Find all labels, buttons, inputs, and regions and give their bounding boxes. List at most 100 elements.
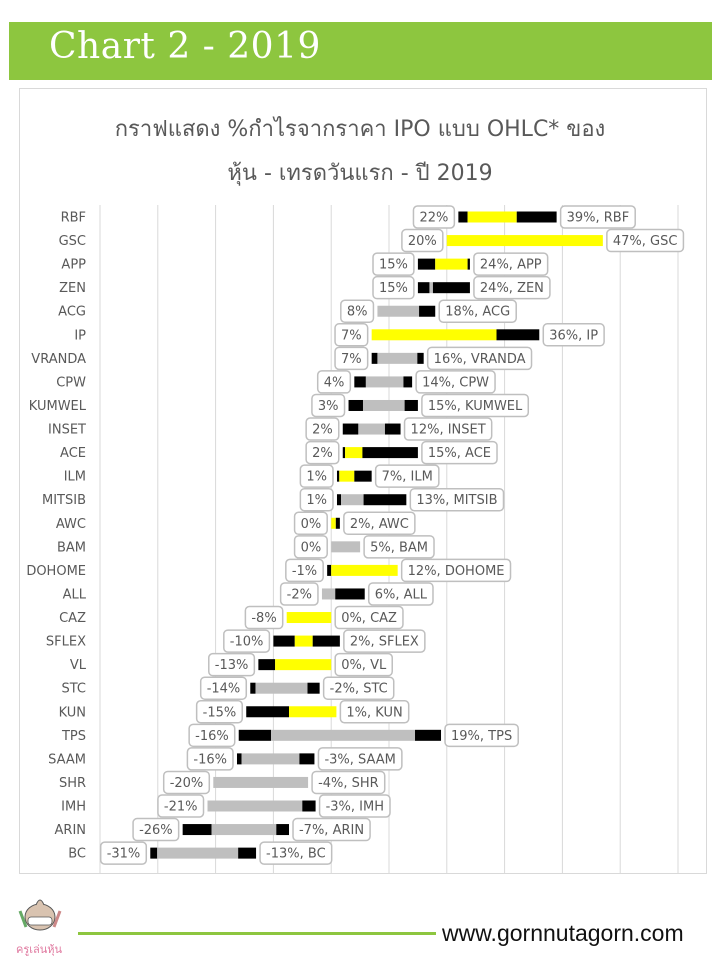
high-data-label: 18%, ACG — [438, 299, 517, 323]
category-label: INSET — [48, 423, 86, 438]
low-data-label-text: -10% — [230, 635, 264, 650]
low-data-label-text: 1% — [306, 493, 327, 508]
upper-wick-bar — [276, 824, 290, 836]
down-body-bar — [377, 352, 418, 364]
low-data-label-box — [99, 841, 148, 865]
high-data-label-text: 6%, ALL — [375, 587, 428, 602]
row-all: ALL — [63, 587, 365, 602]
high-data-label-text: -13%, BC — [266, 847, 326, 862]
high-data-label-text: 12%, DOHOME — [408, 564, 505, 579]
high-data-label: -4%, SHR — [311, 770, 386, 795]
low-data-label: 7% — [334, 346, 369, 371]
high-data-label-box — [542, 323, 605, 347]
low-data-label-text: -16% — [193, 752, 227, 767]
category-label: CAZ — [59, 611, 86, 626]
down-body-bar — [362, 399, 405, 411]
row-saam: SAAM — [48, 752, 315, 767]
high-data-label: 39%, RBF — [559, 205, 636, 229]
low-data-label: -16% — [186, 747, 234, 771]
upper-wick-bar — [496, 329, 540, 341]
low-data-label-box — [162, 770, 211, 795]
lower-wick-bar — [371, 352, 378, 364]
high-data-label: 5%, BAM — [363, 535, 435, 559]
low-data-label-box — [372, 252, 415, 276]
lower-wick-bar — [417, 282, 430, 294]
upper-wick-bar — [516, 211, 557, 223]
high-data-label-box — [415, 370, 496, 394]
low-data-label-box — [299, 487, 334, 512]
low-data-label-text: -21% — [164, 800, 198, 815]
category-label: BAM — [57, 540, 86, 555]
low-data-label-box — [334, 346, 369, 371]
high-data-label-text: 18%, ACG — [445, 305, 510, 320]
lower-wick-bar — [336, 494, 342, 506]
high-data-label: -7%, ARIN — [292, 817, 371, 842]
row-vl: VL — [70, 658, 332, 673]
lower-wick-bar — [327, 564, 332, 576]
row-kun: KUN — [59, 705, 337, 720]
high-data-label-text: 2%, SFLEX — [350, 635, 419, 650]
low-data-label-text: 2% — [312, 446, 333, 461]
category-label: SHR — [59, 776, 86, 791]
high-data-label-text: 14%, CPW — [422, 375, 489, 390]
category-label: SFLEX — [46, 635, 86, 650]
up-body-bar — [331, 564, 398, 576]
chart-title: กราฟแสดง %กำไรจากราคา IPO แบบ OHLC* ของ … — [0, 108, 720, 196]
lower-wick-bar — [342, 447, 346, 459]
high-data-label: 7%, ILM — [374, 464, 440, 488]
row-vranda: VRANDA — [31, 352, 424, 367]
row-dohome: DOHOME — [26, 564, 398, 579]
low-data-label-box — [186, 747, 234, 771]
lower-wick-bar — [354, 376, 366, 388]
high-data-label: 0%, CAZ — [334, 605, 404, 630]
low-data-label-text: 15% — [379, 281, 408, 296]
lower-wick-bar — [336, 470, 340, 482]
website-link[interactable]: www.gornnutagorn.com — [442, 920, 684, 946]
lower-wick-bar — [246, 706, 290, 718]
low-data-label-text: -16% — [195, 729, 229, 744]
low-data-label-box — [132, 817, 180, 842]
low-data-label: 0% — [293, 535, 328, 559]
low-data-label-text: 0% — [301, 517, 322, 532]
low-data-label: 2% — [305, 417, 340, 441]
low-data-label-box — [279, 582, 319, 606]
low-data-label-box — [299, 464, 334, 488]
lower-wick-bar — [236, 753, 242, 765]
row-mitsib: MITSIB — [42, 493, 407, 508]
upper-wick-bar — [335, 517, 340, 529]
high-data-label-box — [444, 723, 519, 748]
low-data-label-text: 22% — [419, 211, 448, 226]
low-data-label-text: -14% — [207, 682, 241, 697]
high-data-label-box — [343, 629, 426, 653]
low-data-label: 3% — [311, 393, 346, 418]
high-data-label: -2%, STC — [322, 676, 395, 700]
high-data-label-box — [259, 841, 333, 865]
low-data-label-box — [208, 652, 256, 677]
down-body-bar — [241, 753, 300, 765]
row-gsc: GSC — [59, 234, 603, 249]
category-label: GSC — [59, 234, 86, 249]
high-data-label-box — [292, 817, 371, 842]
high-data-label-text: 39%, RBF — [567, 211, 630, 226]
lower-wick-bar — [182, 824, 212, 836]
low-data-label: 7% — [334, 323, 369, 347]
high-data-label-text: -3%, SAAM — [324, 752, 395, 767]
high-data-label: 2%, AWC — [343, 511, 416, 536]
low-data-label: 22% — [412, 205, 456, 229]
high-data-label-text: 0%, VL — [341, 658, 387, 673]
upper-wick-bar — [432, 282, 470, 294]
logo-text: ครูเล่นหุ้น — [16, 943, 63, 956]
low-data-label-box — [412, 205, 456, 229]
row-sflex: SFLEX — [46, 635, 340, 650]
row-ilm: ILM — [64, 470, 372, 485]
low-data-label-box — [305, 417, 340, 441]
lower-wick-bar — [273, 635, 295, 647]
high-data-label-text: -4%, SHR — [318, 776, 379, 791]
row-tps: TPS — [61, 729, 442, 744]
high-data-label-text: 13%, MITSIB — [416, 493, 497, 508]
category-label: IMH — [61, 800, 86, 815]
row-bc: BC — [68, 847, 257, 862]
high-data-label-text: 16%, VRANDA — [434, 352, 526, 367]
low-data-label: 4% — [316, 370, 352, 394]
down-body-bar — [207, 800, 303, 812]
